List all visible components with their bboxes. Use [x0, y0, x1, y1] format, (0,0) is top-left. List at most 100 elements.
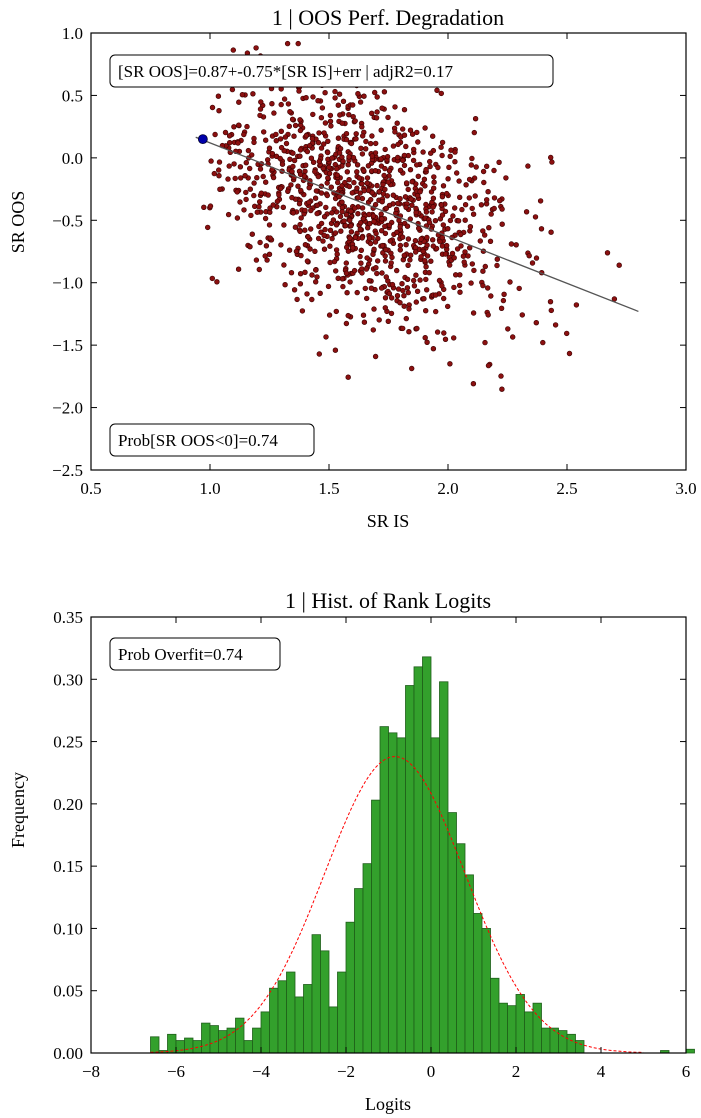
scatter-point: [401, 252, 407, 259]
scatter-point: [278, 242, 284, 248]
scatter-point: [374, 109, 380, 115]
scatter-point: [389, 254, 395, 261]
scatter-point: [346, 183, 353, 190]
scatter-point: [473, 164, 479, 170]
scatter-point: [291, 287, 298, 293]
scatter-point: [327, 118, 334, 125]
scatter-point: [303, 94, 309, 101]
scatter-point: [248, 212, 254, 219]
scatter-point: [373, 140, 379, 147]
scatter-point: [382, 258, 389, 264]
scatter-point: [431, 174, 437, 180]
histogram-bar: [413, 666, 423, 1054]
histogram-bar: [243, 1040, 253, 1054]
scatter-point: [533, 255, 540, 261]
histogram-bar: [320, 950, 330, 1054]
scatter-point: [458, 231, 464, 238]
scatter-point: [278, 128, 284, 135]
scatter-point: [379, 270, 385, 276]
scatter-point: [216, 107, 222, 114]
scatter-point: [303, 162, 309, 168]
scatter-point: [452, 149, 458, 155]
histogram-bar: [422, 656, 432, 1054]
histogram-bar: [558, 1030, 568, 1054]
histogram-x-ticks: −8 −6 −4 −2 0 2 4 6: [82, 617, 690, 1081]
scatter-point: [211, 170, 218, 177]
scatter-point: [343, 131, 350, 137]
scatter-point: [359, 195, 366, 202]
scatter-point: [498, 305, 505, 311]
scatter-point: [445, 303, 451, 310]
scatter-point: [269, 100, 275, 107]
scatter-point: [470, 211, 477, 217]
scatter-point: [369, 190, 375, 196]
scatter-point: [422, 183, 428, 189]
scatter-point: [499, 206, 505, 212]
scatter-point: [400, 126, 406, 132]
scatter-point: [364, 180, 370, 186]
scatter-point: [390, 143, 397, 149]
scatter-point: [382, 186, 388, 193]
histogram-y-ticks: 0.35 0.30 0.25 0.20 0.15 0.10 0.05 0.00: [53, 608, 686, 1063]
scatter-point: [491, 167, 497, 174]
scatter-point: [413, 249, 419, 255]
scatter-point: [230, 47, 237, 53]
scatter-point: [405, 262, 411, 268]
scatter-point: [347, 235, 353, 241]
scatter-point: [256, 204, 262, 210]
scatter-point: [354, 162, 361, 168]
scatter-point: [350, 154, 357, 161]
x-tick-label: −2: [337, 1062, 355, 1081]
scatter-point: [366, 235, 373, 241]
scatter-point: [482, 232, 488, 238]
x-tick-label: −4: [252, 1062, 271, 1081]
scatter-point: [306, 199, 312, 206]
scatter-point: [308, 207, 314, 214]
scatter-point: [549, 159, 555, 165]
scatter-point: [501, 291, 507, 297]
scatter-point: [297, 117, 303, 123]
scatter-point: [257, 112, 263, 119]
scatter-point: [438, 90, 444, 97]
scatter-point: [370, 251, 376, 258]
scatter-point: [434, 329, 441, 335]
scatter-point: [308, 226, 314, 232]
scatter-point: [340, 158, 346, 165]
histogram-bar: [201, 1022, 211, 1054]
scatter-point: [404, 223, 411, 229]
scatter-point: [452, 205, 458, 211]
scatter-point: [201, 204, 207, 211]
scatter-point: [315, 97, 321, 104]
scatter-point: [291, 133, 297, 139]
scatter-point: [379, 199, 385, 205]
scatter-point: [209, 104, 216, 111]
scatter-point: [287, 108, 293, 115]
scatter-point: [345, 248, 352, 254]
scatter-point: [350, 245, 356, 251]
scatter-point: [552, 322, 559, 328]
scatter-point: [302, 242, 309, 248]
scatter-point: [263, 137, 269, 143]
x-tick-label: −8: [82, 1062, 100, 1081]
scatter-point: [315, 235, 322, 242]
prob-oos-text: Prob[SR OOS<0]=0.74: [118, 431, 278, 450]
scatter-point: [359, 270, 365, 276]
scatter-point: [458, 243, 464, 249]
scatter-point: [304, 148, 311, 155]
scatter-point: [494, 262, 500, 269]
scatter-point: [308, 155, 315, 161]
scatter-point: [469, 155, 475, 162]
scatter-point: [411, 146, 417, 153]
scatter-point: [269, 151, 276, 157]
scatter-point: [547, 299, 554, 305]
scatter-point: [238, 175, 244, 181]
scatter-point: [328, 184, 334, 190]
scatter-point: [370, 327, 376, 333]
scatter-point: [243, 189, 249, 196]
scatter-point: [372, 201, 379, 208]
scatter-point: [397, 242, 404, 249]
scatter-point: [478, 202, 485, 208]
scatter-point: [319, 105, 326, 111]
scatter-point: [491, 205, 497, 212]
